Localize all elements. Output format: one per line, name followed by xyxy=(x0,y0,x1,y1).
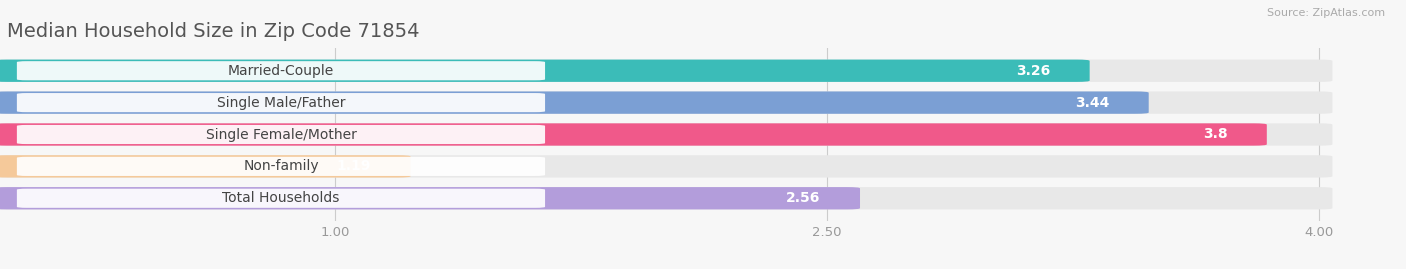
FancyBboxPatch shape xyxy=(0,59,1090,82)
Text: 3.44: 3.44 xyxy=(1076,95,1109,110)
FancyBboxPatch shape xyxy=(0,123,1333,146)
Text: 2.56: 2.56 xyxy=(786,191,821,205)
FancyBboxPatch shape xyxy=(0,155,411,178)
FancyBboxPatch shape xyxy=(17,189,546,208)
FancyBboxPatch shape xyxy=(17,93,546,112)
FancyBboxPatch shape xyxy=(17,125,546,144)
Text: 3.26: 3.26 xyxy=(1017,64,1050,78)
Text: 3.8: 3.8 xyxy=(1202,128,1227,141)
FancyBboxPatch shape xyxy=(0,187,860,210)
Text: Source: ZipAtlas.com: Source: ZipAtlas.com xyxy=(1267,8,1385,18)
Text: Non-family: Non-family xyxy=(243,159,319,174)
Text: Single Female/Mother: Single Female/Mother xyxy=(205,128,356,141)
Text: Married-Couple: Married-Couple xyxy=(228,64,335,78)
FancyBboxPatch shape xyxy=(0,187,1333,210)
FancyBboxPatch shape xyxy=(0,59,1333,82)
FancyBboxPatch shape xyxy=(0,123,1267,146)
Text: Total Households: Total Households xyxy=(222,191,340,205)
FancyBboxPatch shape xyxy=(0,91,1333,114)
FancyBboxPatch shape xyxy=(17,157,546,176)
Text: 1.19: 1.19 xyxy=(337,159,371,174)
FancyBboxPatch shape xyxy=(0,91,1149,114)
Text: Single Male/Father: Single Male/Father xyxy=(217,95,346,110)
FancyBboxPatch shape xyxy=(0,155,1333,178)
Text: Median Household Size in Zip Code 71854: Median Household Size in Zip Code 71854 xyxy=(7,22,419,41)
FancyBboxPatch shape xyxy=(17,61,546,80)
